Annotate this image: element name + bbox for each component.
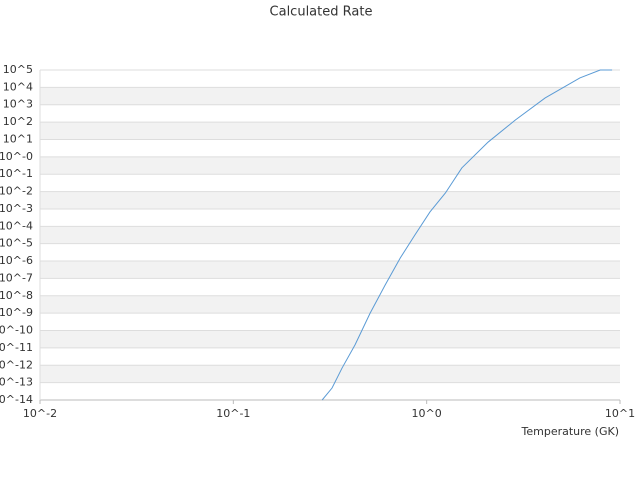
chart-title: Calculated Rate bbox=[270, 5, 373, 20]
y-tick-label: 10^-5 bbox=[0, 237, 33, 250]
y-tick-label: 10^-3 bbox=[0, 202, 33, 215]
y-tick-label: 10^5 bbox=[3, 63, 33, 76]
y-tick-label: 10^-1 bbox=[0, 167, 33, 180]
y-tick-label: 10^2 bbox=[3, 115, 33, 128]
y-tick-label: 10^-12 bbox=[0, 358, 33, 371]
x-axis-label: Temperature (GK) bbox=[521, 425, 620, 438]
y-tick-label: 10^-2 bbox=[0, 185, 33, 198]
x-tick-label: 10^-1 bbox=[216, 407, 250, 420]
y-tick-label: 10^-11 bbox=[0, 341, 33, 354]
grid-band bbox=[40, 226, 620, 244]
y-tick-label: 10^-10 bbox=[0, 324, 33, 337]
y-tick-label: 10^-6 bbox=[0, 254, 33, 267]
y-tick-label: 10^-0 bbox=[0, 150, 33, 163]
grid-band bbox=[40, 330, 620, 348]
x-tick-label: 10^-2 bbox=[23, 407, 57, 420]
grid-band bbox=[40, 365, 620, 383]
y-tick-label: 10^-9 bbox=[0, 306, 33, 319]
grid-band bbox=[40, 156, 620, 175]
y-tick-label: 10^3 bbox=[3, 98, 33, 111]
grid-band bbox=[40, 295, 620, 314]
y-tick-label: 10^-7 bbox=[0, 271, 33, 284]
x-tick-label: 10^1 bbox=[605, 407, 635, 420]
y-tick-label: 10^-13 bbox=[0, 376, 33, 389]
grid-band bbox=[40, 261, 620, 279]
grid-band bbox=[40, 122, 620, 140]
y-tick-label: 10^4 bbox=[3, 80, 33, 93]
y-tick-label: 10^1 bbox=[3, 132, 33, 145]
grid-band bbox=[40, 191, 620, 209]
y-tick-label: 10^-4 bbox=[0, 219, 33, 232]
y-tick-label: 10^-14 bbox=[0, 393, 33, 406]
x-tick-label: 10^0 bbox=[412, 407, 442, 420]
grid-band bbox=[40, 87, 620, 105]
data-line bbox=[321, 69, 613, 401]
y-tick-label: 10^-8 bbox=[0, 289, 33, 302]
